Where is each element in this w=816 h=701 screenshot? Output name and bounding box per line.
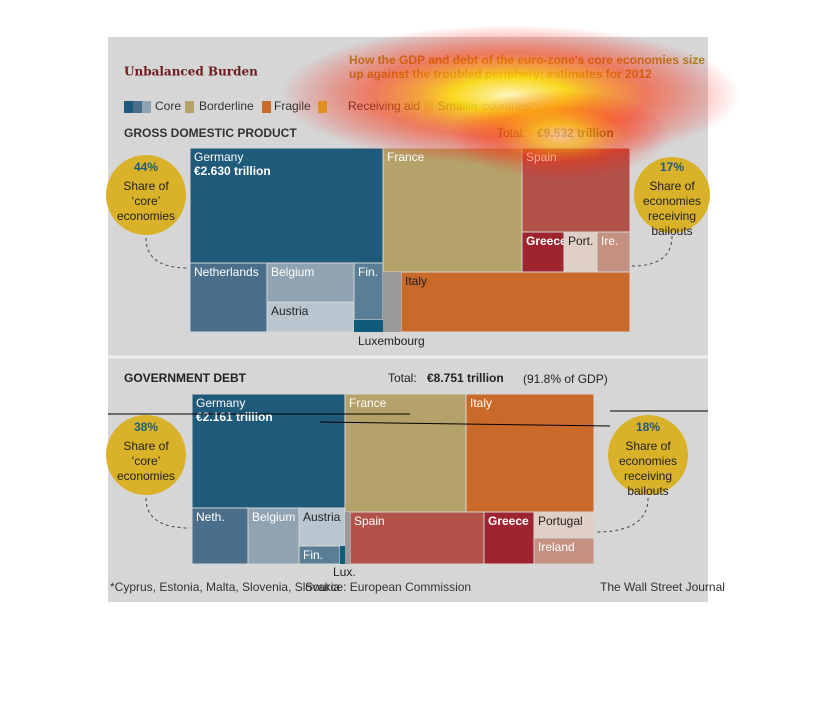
scribble xyxy=(319,421,611,427)
legend-swatch xyxy=(142,101,151,113)
share-text: Share of xyxy=(649,179,695,193)
tile xyxy=(533,537,595,565)
tile xyxy=(383,272,401,332)
tile-label: Germany xyxy=(196,396,245,410)
tile-label: Belgium xyxy=(252,510,295,524)
share-text: Share of xyxy=(625,439,671,453)
section-heading: GOVERNMENT DEBT xyxy=(124,371,247,385)
share-value: 38% xyxy=(134,420,158,434)
share-text: bailouts xyxy=(651,224,692,238)
outside-label: Lux. xyxy=(333,565,356,579)
share-circle xyxy=(106,155,186,235)
share-value: 18% xyxy=(636,420,660,434)
share-circle xyxy=(608,415,688,495)
share-text: bailouts xyxy=(627,484,668,498)
tile-label: Ireland xyxy=(538,540,575,554)
tile xyxy=(353,262,384,321)
share-circle xyxy=(634,157,710,233)
tile-label: France xyxy=(349,396,387,410)
tile xyxy=(596,231,631,273)
tile xyxy=(344,393,467,513)
arrow xyxy=(595,497,649,533)
tile-label: Neth. xyxy=(196,510,225,524)
arrow xyxy=(631,235,673,267)
legend-swatch xyxy=(124,101,133,113)
share-circle xyxy=(106,415,186,495)
share-text: ‘core’ xyxy=(132,454,161,468)
section-heading: GROSS DOMESTIC PRODUCT xyxy=(124,126,297,140)
title: Unbalanced Burden xyxy=(124,65,258,79)
tile xyxy=(483,511,535,565)
source: Source: European Commission xyxy=(305,580,471,594)
legend-swatch xyxy=(262,101,271,113)
tile xyxy=(266,301,355,333)
tile-label: Italy xyxy=(405,274,427,288)
tile-label: Greece xyxy=(526,234,567,248)
tile xyxy=(298,507,346,547)
share-text: economies xyxy=(643,194,701,208)
outside-label: Luxembourg xyxy=(358,334,425,348)
tile xyxy=(400,271,631,333)
share-text: economies xyxy=(117,209,175,223)
tile xyxy=(340,546,345,564)
total-label: Total: xyxy=(388,371,417,385)
tile xyxy=(266,262,355,303)
tile-label: Italy xyxy=(470,396,492,410)
share-text: Share of xyxy=(123,179,169,193)
legend-swatch xyxy=(185,101,194,113)
tile-sub: €2.630 trillion xyxy=(194,164,271,178)
share-text: receiving xyxy=(624,469,672,483)
tile xyxy=(354,320,383,332)
tile xyxy=(189,147,384,264)
tile-label: Austria xyxy=(303,510,341,524)
legend-item: Core xyxy=(155,99,181,113)
total-note: (91.8% of GDP) xyxy=(523,372,608,386)
tile-label: Ire. xyxy=(601,234,618,248)
share-text: economies xyxy=(619,454,677,468)
tile-label: Germany xyxy=(194,150,243,164)
tile-label: Fin. xyxy=(303,548,323,562)
tile xyxy=(189,262,268,333)
tile xyxy=(349,511,485,565)
tile-label: Greece xyxy=(488,514,529,528)
tile-label: Austria xyxy=(271,304,309,318)
legend-swatch xyxy=(133,101,142,113)
tile-label: Spain xyxy=(354,514,385,528)
tile-label: Belgium xyxy=(271,265,314,279)
share-text: economies xyxy=(117,469,175,483)
share-text: receiving xyxy=(648,209,696,223)
arrow xyxy=(145,237,189,269)
tile-label: Port. xyxy=(568,234,593,248)
tile xyxy=(521,231,565,273)
tile xyxy=(247,507,300,565)
share-value: 44% xyxy=(134,160,158,174)
tile-label: Netherlands xyxy=(194,265,259,279)
share-text: Share of xyxy=(123,439,169,453)
tile xyxy=(465,393,595,513)
tile-label: Portugal xyxy=(538,514,583,528)
share-text: ‘core’ xyxy=(132,194,161,208)
share-value: 17% xyxy=(660,160,684,174)
tile xyxy=(345,512,350,564)
tile xyxy=(191,393,346,509)
footnote: *Cyprus, Estonia, Malta, Slovenia, Slova… xyxy=(110,580,340,594)
total: €8.751 trillion xyxy=(427,371,504,385)
arrow xyxy=(145,497,191,529)
legend-item: Borderline xyxy=(199,99,254,113)
tile-sub: €2.161 trillion xyxy=(196,410,273,424)
tile xyxy=(563,231,598,273)
tile-label: Fin. xyxy=(358,265,378,279)
credit: The Wall Street Journal xyxy=(600,580,725,594)
heatmap xyxy=(450,90,670,180)
